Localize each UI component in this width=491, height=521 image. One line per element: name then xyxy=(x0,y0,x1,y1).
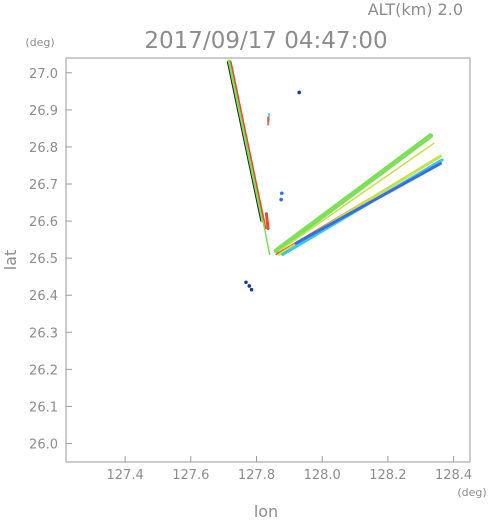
altitude-label: ALT(km) 2.0 xyxy=(368,0,463,19)
y-tick-label: 26.2 xyxy=(29,363,58,378)
x-tick-label: 127.6 xyxy=(172,468,209,483)
x-axis-label: lon xyxy=(254,502,278,521)
echo-point xyxy=(279,191,284,196)
x-tick-label: 128.2 xyxy=(369,468,406,483)
x-tick-label: 127.8 xyxy=(238,468,275,483)
y-tick-label: 26.0 xyxy=(29,437,58,452)
x-tick-label: 128.0 xyxy=(304,468,341,483)
data-layer xyxy=(226,59,444,292)
echo-point xyxy=(279,197,283,202)
echo-point xyxy=(247,284,252,288)
echo-band xyxy=(294,162,442,245)
y-tick-label: 26.1 xyxy=(29,400,58,415)
echo-band xyxy=(278,142,435,252)
echo-band xyxy=(262,220,271,256)
echo-band xyxy=(226,61,262,222)
y-tick-label: 26.6 xyxy=(29,215,58,230)
echo-point xyxy=(249,287,254,292)
lon-unit-label: (deg) xyxy=(457,486,486,499)
y-tick-label: 27.0 xyxy=(29,67,58,82)
echo-band xyxy=(230,60,267,230)
y-tick-label: 26.3 xyxy=(29,326,58,341)
echo-point xyxy=(297,90,302,95)
tick-layer: 127.4 127.6 127.8 128.0 128.2 128.4 26.0 26.1 26… xyxy=(29,67,472,483)
chart-timestamp: 2017/09/17 04:47:00 xyxy=(144,28,387,54)
lat-unit-label: (deg) xyxy=(25,36,54,49)
x-tick-label: 128.4 xyxy=(435,468,472,483)
echo-point xyxy=(244,280,248,285)
echo-band xyxy=(227,59,266,224)
x-tick-label: 127.4 xyxy=(107,468,144,483)
echo-band xyxy=(264,212,270,230)
y-tick-label: 26.4 xyxy=(29,289,58,304)
y-tick-label: 26.8 xyxy=(29,141,58,156)
plot-frame xyxy=(65,57,471,463)
y-tick-label: 26.7 xyxy=(29,178,58,193)
y-tick-label: 26.9 xyxy=(29,104,58,119)
y-tick-label: 26.5 xyxy=(29,252,58,267)
y-axis-label: lat xyxy=(1,250,20,271)
echo-band xyxy=(273,133,434,254)
